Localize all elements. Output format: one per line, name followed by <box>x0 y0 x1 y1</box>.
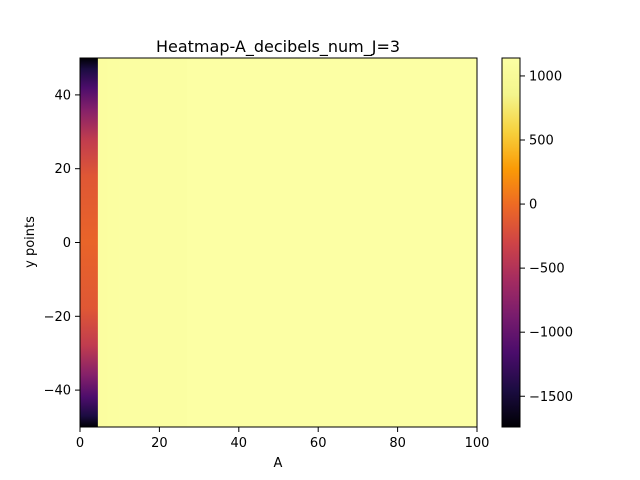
y-tick-label: −20 <box>44 310 71 325</box>
x-tick-label: 40 <box>231 436 248 451</box>
colorbar-tick-label: 500 <box>529 134 554 149</box>
y-axis-label: y points <box>23 216 38 268</box>
colorbar-tick-label: −1000 <box>529 326 573 341</box>
x-tick-label: 20 <box>151 436 168 451</box>
colorbar-gradient <box>501 57 521 428</box>
x-axis-label: A <box>274 456 283 471</box>
x-tick-label: 0 <box>76 436 84 451</box>
colorbar-tick-label: 1000 <box>529 69 562 84</box>
heatmap-column-0 <box>80 58 99 427</box>
heatmap-column-1 <box>97 58 109 427</box>
chart-title: Heatmap-A_decibels_num_J=3 <box>156 37 400 57</box>
y-tick-label: −40 <box>44 384 71 399</box>
x-tick-label: 60 <box>310 436 327 451</box>
colorbar: 1000 500 0 −500 −1000 −1500 <box>501 57 573 428</box>
x-tick-label: 100 <box>465 436 490 451</box>
heatmap-cells <box>80 58 478 427</box>
y-tick-label: 40 <box>54 88 71 103</box>
x-axis: 0 20 40 60 80 100 <box>76 427 490 451</box>
colorbar-tick-label: 0 <box>529 198 537 213</box>
x-tick-label: 80 <box>389 436 406 451</box>
y-tick-label: 20 <box>54 162 71 177</box>
colorbar-tick-label: −1500 <box>529 390 573 405</box>
heatmap-column-2 <box>107 58 121 427</box>
y-axis: −40 −20 0 20 40 <box>44 88 80 399</box>
colorbar-tick-label: −500 <box>529 262 565 277</box>
heatmap-column-3 <box>119 58 188 427</box>
y-tick-label: 0 <box>63 236 71 251</box>
heatmap-column-4 <box>187 58 478 427</box>
